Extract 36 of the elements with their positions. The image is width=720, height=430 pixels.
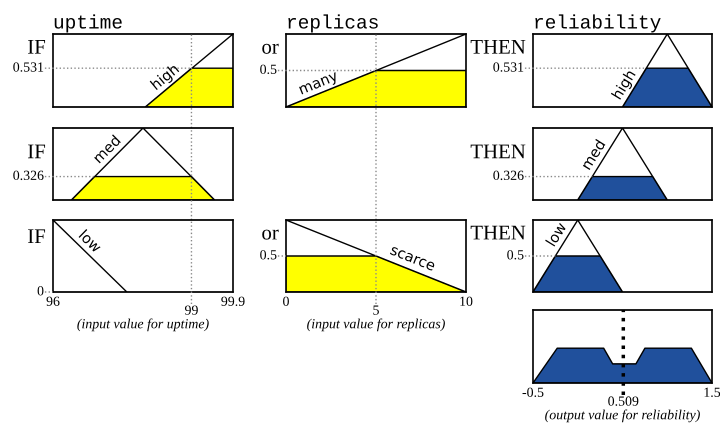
- x-axis-title: (output value for reliability): [545, 409, 700, 422]
- y-axis-title: THEN: [470, 144, 526, 158]
- x-tick-label: 1.5: [704, 388, 720, 397]
- text: high: [150, 62, 182, 92]
- ref-line-label: 0.509: [608, 396, 638, 406]
- ref-line-label: 0: [38, 286, 44, 296]
- text: low: [78, 229, 103, 254]
- y-axis-title: THEN: [470, 40, 526, 54]
- y-axis-title: IF: [28, 229, 46, 244]
- ref-line-label: 0.5: [260, 250, 276, 260]
- ref-line-label: 0.5: [507, 250, 524, 260]
- y-axis-title: or: [262, 230, 279, 240]
- text: scarce: [390, 246, 436, 272]
- chart-title: uptime: [54, 14, 122, 32]
- x-tick-label: 99.9: [221, 296, 245, 306]
- x-tick-label: 96: [46, 296, 60, 306]
- chart-title: reliability: [535, 14, 661, 32]
- ref-line-label: 0.531: [493, 62, 524, 72]
- text: many: [299, 72, 340, 98]
- text: low: [545, 221, 567, 247]
- chart-title: replicas: [288, 14, 378, 32]
- y-axis-title: IF: [28, 40, 46, 54]
- x-axis-title: (input value for replicas): [307, 318, 445, 332]
- ref-line-label: 0.326: [493, 170, 524, 180]
- ref-line-label: 5: [373, 306, 379, 315]
- ref-line-label: 0.531: [13, 62, 44, 72]
- ref-line-label: 99: [184, 305, 198, 315]
- y-axis-title: THEN: [470, 226, 526, 240]
- ref-line-label: 0.326: [13, 170, 44, 180]
- ref-line-label: 0.5: [260, 64, 276, 74]
- x-tick-label: 10: [460, 296, 472, 306]
- y-axis-title: IF: [28, 144, 46, 158]
- x-tick-label: -0.5: [522, 388, 544, 397]
- x-tick-label: 0: [283, 296, 289, 306]
- y-axis-title: or: [262, 44, 279, 54]
- x-axis-title: (input value for uptime): [77, 318, 209, 332]
